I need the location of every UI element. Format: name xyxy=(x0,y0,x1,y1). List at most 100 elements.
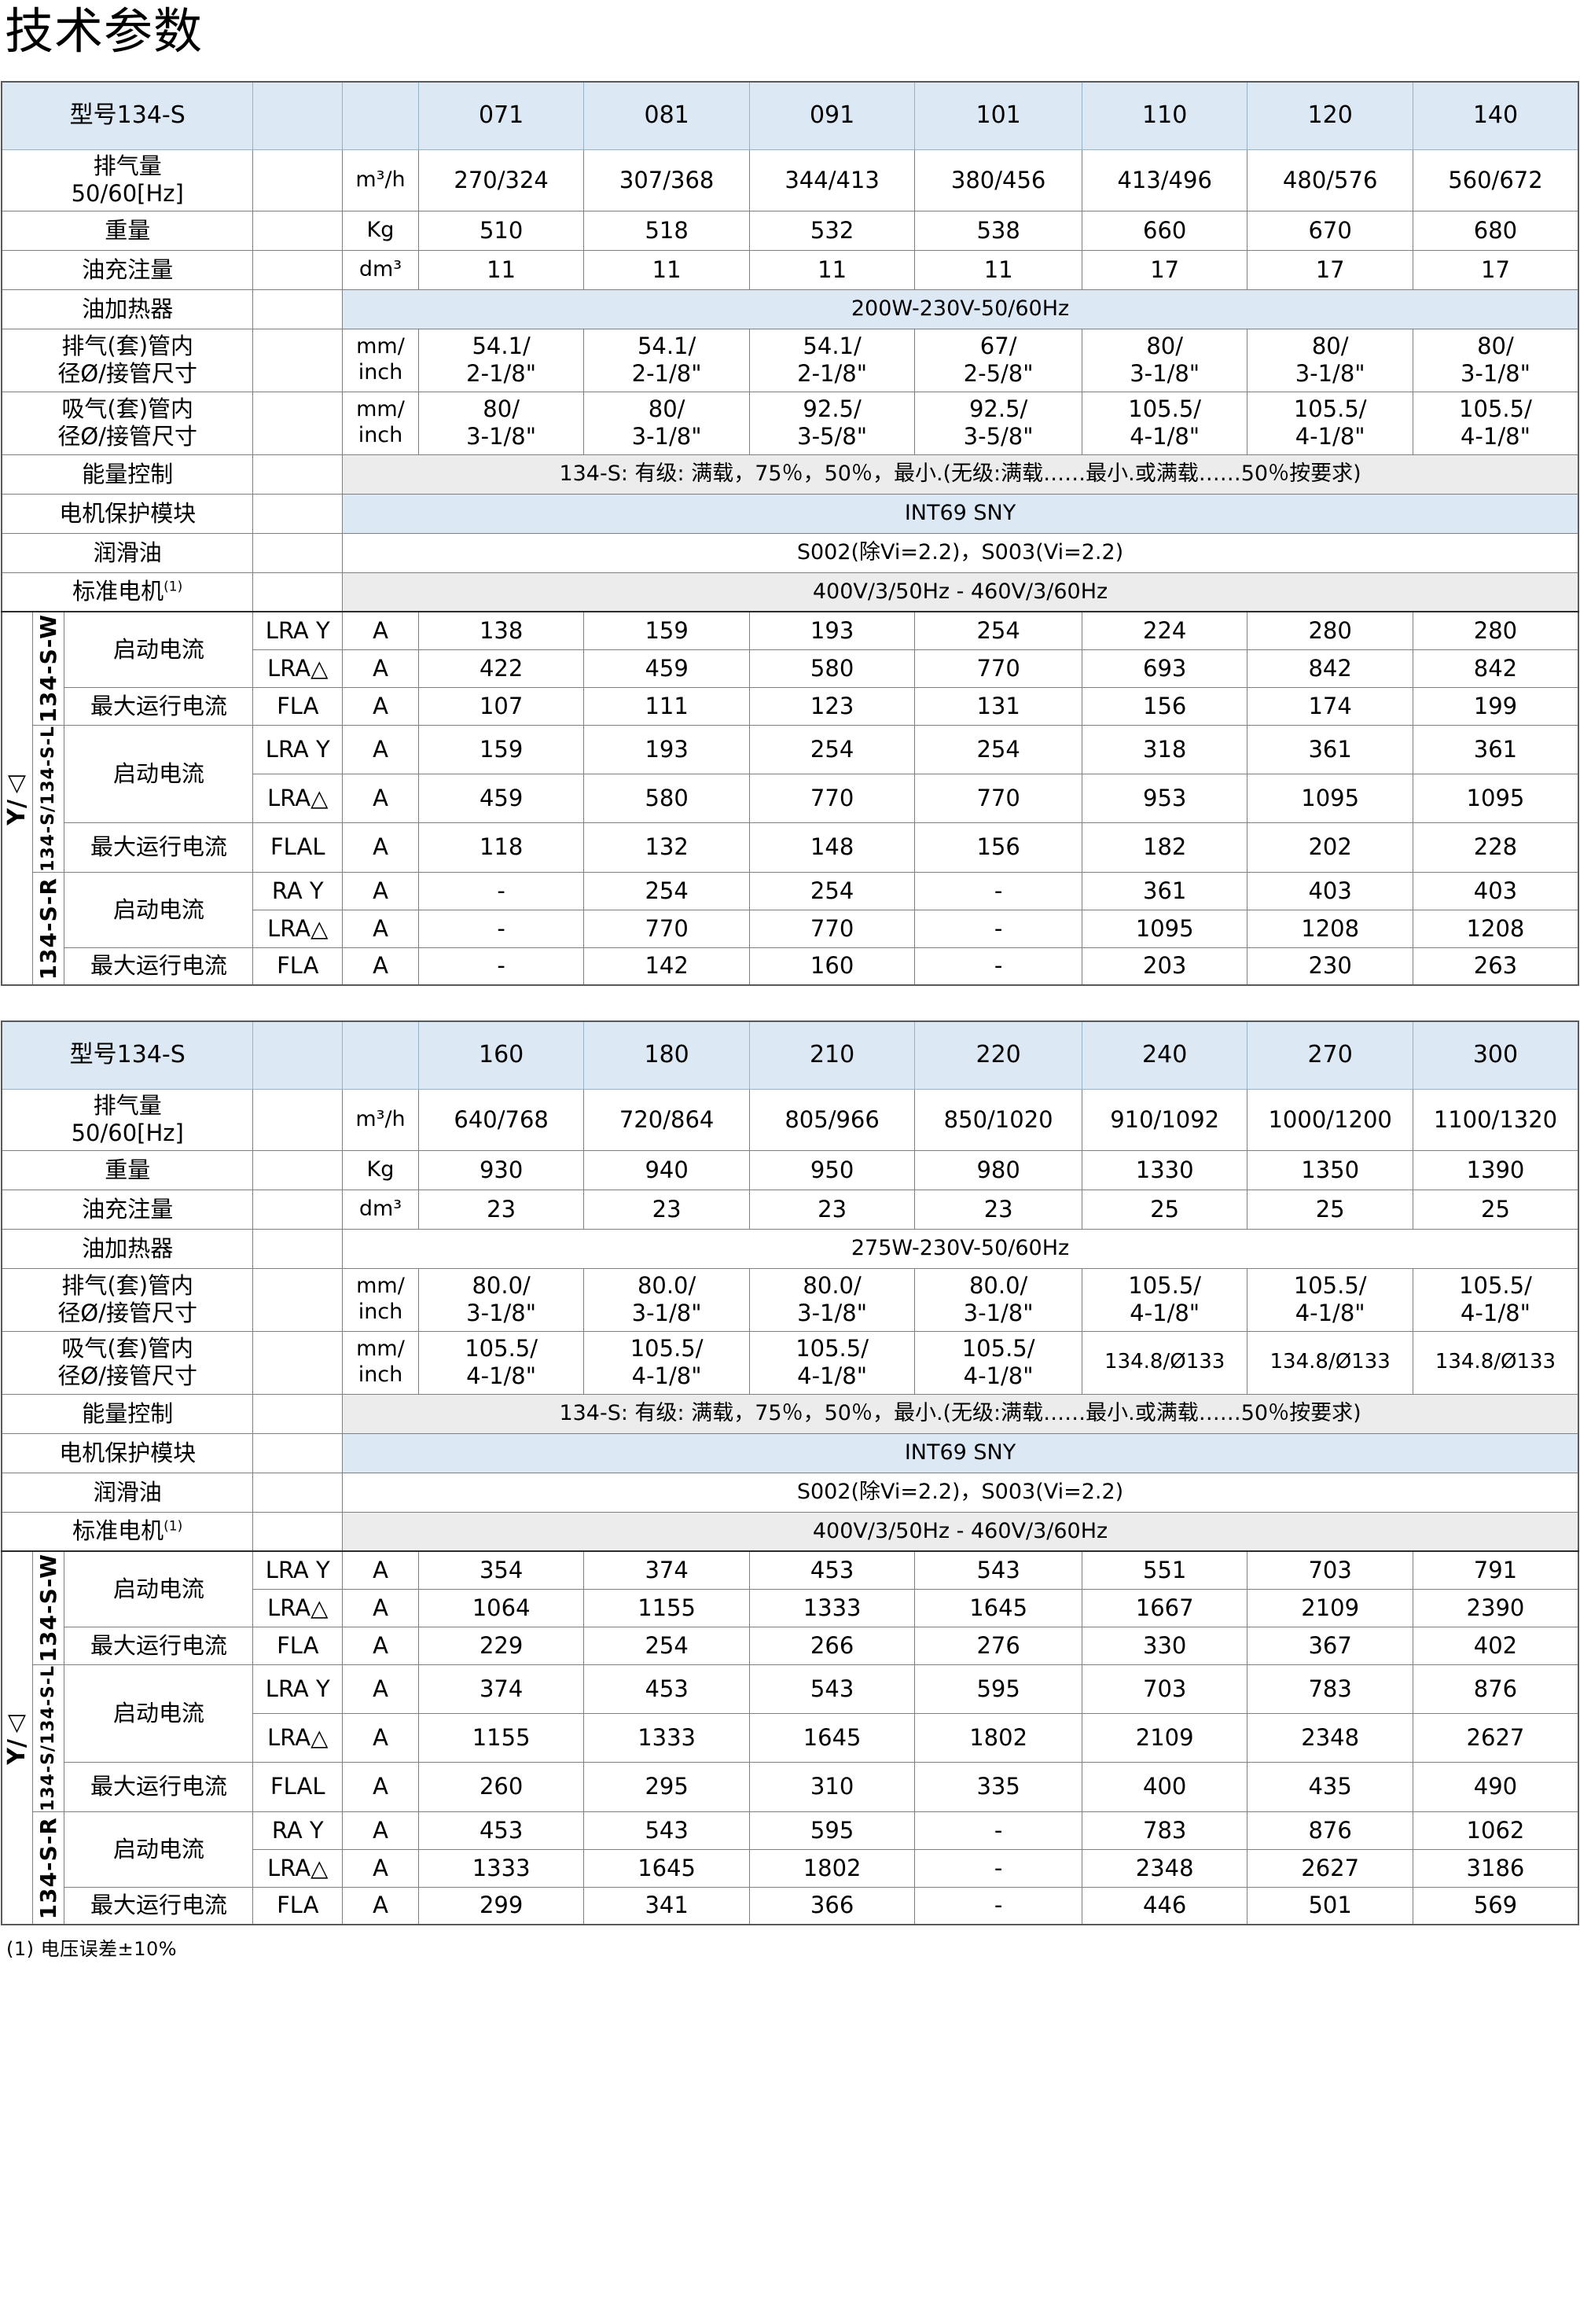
label-max-running-w-t2: 最大运行电流 xyxy=(64,1626,254,1665)
t2-r-fla-code: FLA xyxy=(252,1886,344,1925)
table1-displacement-5: 480/576 xyxy=(1247,149,1413,211)
label-oil-charge-t2: 油充注量 xyxy=(1,1189,254,1230)
t2-r-ray-unit: A xyxy=(342,1811,419,1850)
t1-l-lray-0: 159 xyxy=(417,724,585,775)
t1-w-fla-6: 199 xyxy=(1412,686,1579,726)
t1-l-lrad-unit: A xyxy=(342,774,419,824)
t1-r-fla-3: - xyxy=(914,947,1082,986)
t2-sp-in-3: 4-1/8" xyxy=(963,1362,1034,1390)
t2-r-fla-1: 341 xyxy=(583,1886,750,1925)
table2-suctionpipe-0: 105.5/ 4-1/8" xyxy=(417,1330,585,1395)
table2-suctionpipe-unit-inch: inch xyxy=(358,1362,403,1388)
table1-oilcharge-spacer xyxy=(252,249,344,290)
t1-dp-mm-0: 54.1/ xyxy=(472,332,531,359)
table1-displacement-spacer xyxy=(252,149,344,211)
t1-w-lrad-3: 770 xyxy=(914,649,1082,688)
table1-capctl-spacer xyxy=(252,454,344,495)
table2-row-capacity-control: 能量控制 134-S: 有级: 满载，75％，50％，最小.(无级:满载……最小… xyxy=(1,1393,1579,1434)
table2-row-motor-protection: 电机保护模块 INT69 SNY xyxy=(1,1432,1579,1473)
t2-w-fla-0: 229 xyxy=(417,1626,585,1665)
t1-l-lrad-6: 1095 xyxy=(1412,774,1579,824)
t2-l-lray-3: 595 xyxy=(914,1664,1082,1715)
table2-suctionpipe-5: 134.8/Ø133 xyxy=(1247,1330,1413,1395)
t1-l-lray-3: 254 xyxy=(914,724,1082,775)
spec-table-1: 型号134-S 071 081 091 101 110 120 140 排气量 … xyxy=(1,81,1579,987)
t1-l-lray-5: 361 xyxy=(1247,724,1413,775)
table2-model-header: 型号134-S xyxy=(1,1020,254,1090)
table2-suctionpipe-6: 134.8/Ø133 xyxy=(1412,1330,1579,1395)
t2-l-lrad-5: 2348 xyxy=(1247,1713,1413,1763)
table1-dischargepipe-unit-mm: mm/ xyxy=(356,334,405,359)
label-discharge-pipe-t2-line2: 径Ø/接管尺寸 xyxy=(57,1300,198,1327)
t1-l-lrad-2: 770 xyxy=(748,774,916,824)
t1-r-fla-unit: A xyxy=(342,947,419,986)
label-discharge-pipe-line1: 排气(套)管内 xyxy=(61,332,194,359)
table1-header-unit-spacer-b xyxy=(342,81,419,150)
label-suction-pipe: 吸气(套)管内 径Ø/接管尺寸 xyxy=(1,391,254,455)
table2-capacity-control-value: 134-S: 有级: 满载，75％，50％，最小.(无级:满载……最小.或满载…… xyxy=(342,1393,1579,1434)
table1-weight-2: 532 xyxy=(748,210,916,251)
t2-dp-mm-0: 80.0/ xyxy=(472,1271,531,1299)
table2-row-lubricant: 润滑油 S002(除Vi=2.2)，S003(Vi=2.2) xyxy=(1,1472,1579,1513)
table1-model-col-0: 071 xyxy=(417,81,585,150)
table1-suctionpipe-6: 105.5/ 4-1/8" xyxy=(1412,391,1579,455)
table2-row-w-lra-y: Y/△ 134-S-W 启动电流 LRA Y A 354 374 453 543… xyxy=(1,1550,1579,1925)
t2-w-lrad-unit: A xyxy=(342,1588,419,1627)
table1-displacement-3: 380/456 xyxy=(914,149,1082,211)
t2-r-fla-4: 446 xyxy=(1081,1886,1248,1925)
t2-dp-in-5: 4-1/8" xyxy=(1295,1300,1365,1327)
label-weight: 重量 xyxy=(1,210,254,251)
table2-suctionpipe-unit-mm: mm/ xyxy=(356,1337,405,1362)
table2-weight-1: 940 xyxy=(583,1149,750,1190)
t1-w-lrad-2: 580 xyxy=(748,649,916,688)
table2-model-col-3: 220 xyxy=(914,1020,1082,1090)
table2-model-col-1: 180 xyxy=(583,1020,750,1090)
t1-dp-in-6: 3-1/8" xyxy=(1460,360,1530,388)
table1-oilcharge-1: 11 xyxy=(583,249,750,290)
t1-r-fla-0: - xyxy=(417,947,585,986)
table2-dischargepipe-2: 80.0/ 3-1/8" xyxy=(748,1267,916,1332)
table2-dischargepipe-6: 105.5/ 4-1/8" xyxy=(1412,1267,1579,1332)
t2-w-lrad-code: LRA△ xyxy=(252,1588,344,1627)
table2-weight-3: 980 xyxy=(914,1149,1082,1190)
t2-l-flal-unit: A xyxy=(342,1762,419,1812)
t1-r-ray-5: 403 xyxy=(1247,871,1413,910)
t1-w-fla-1: 111 xyxy=(583,686,750,726)
t2-l-lrad-3: 1802 xyxy=(914,1713,1082,1763)
table2-row-w-fla: 最大运行电流 FLA A 229 254 266 276 330 367 402 xyxy=(2,1626,1579,1665)
t1-w-lray-code: LRA Y xyxy=(252,611,344,650)
table2-model-col-5: 270 xyxy=(1247,1020,1413,1090)
t2-dp-in-0: 3-1/8" xyxy=(466,1300,537,1327)
t1-r-lrad-code: LRA△ xyxy=(252,909,344,948)
table1-weight-1: 518 xyxy=(583,210,750,251)
table1-model-col-5: 120 xyxy=(1247,81,1413,150)
t2-l-lrad-6: 2627 xyxy=(1412,1713,1579,1763)
t2-l-lray-0: 374 xyxy=(417,1664,585,1715)
table2-oilcharge-6: 25 xyxy=(1412,1189,1579,1230)
t2-w-lrad-5: 2109 xyxy=(1247,1588,1413,1627)
t2-dp-mm-2: 80.0/ xyxy=(803,1271,862,1299)
t2-w-fla-code: FLA xyxy=(252,1626,344,1665)
t1-w-lray-0: 138 xyxy=(417,611,585,650)
t2-w-lray-unit: A xyxy=(342,1550,419,1590)
group-label-ydelta-t2: Y/△ xyxy=(1,1550,34,1925)
label-max-running-r-t1: 最大运行电流 xyxy=(64,947,254,986)
t1-w-lray-5: 280 xyxy=(1247,611,1413,650)
table1-motor-protection-value: INT69 SNY xyxy=(342,493,1579,534)
t1-w-lrad-code: LRA△ xyxy=(252,649,344,688)
t1-r-ray-1: 254 xyxy=(583,871,750,910)
table1-oilcharge-unit: dm³ xyxy=(342,249,419,290)
label-displacement-line2: 50/60[Hz] xyxy=(71,180,184,208)
table1-row-standard-motor: 标准电机(1) 400V/3/50Hz - 460V/3/60Hz xyxy=(1,572,1579,613)
table2-row-displacement: 排气量 50/60[Hz] m³/h 640/768 720/864 805/9… xyxy=(1,1088,1579,1151)
table2-weight-unit: Kg xyxy=(342,1149,419,1190)
t2-l-lray-code: LRA Y xyxy=(252,1664,344,1715)
t2-w-fla-5: 367 xyxy=(1247,1626,1413,1665)
t1-l-lray-6: 361 xyxy=(1412,724,1579,775)
t1-l-flal-code: FLAL xyxy=(252,822,344,873)
label-standard-motor-t2: 标准电机(1) xyxy=(1,1511,254,1553)
t2-dp-in-3: 3-1/8" xyxy=(963,1300,1034,1327)
table2-weight-5: 1350 xyxy=(1247,1149,1413,1190)
table2-oilcharge-0: 23 xyxy=(417,1189,585,1230)
t1-sp-mm-6: 105.5/ xyxy=(1459,395,1532,422)
